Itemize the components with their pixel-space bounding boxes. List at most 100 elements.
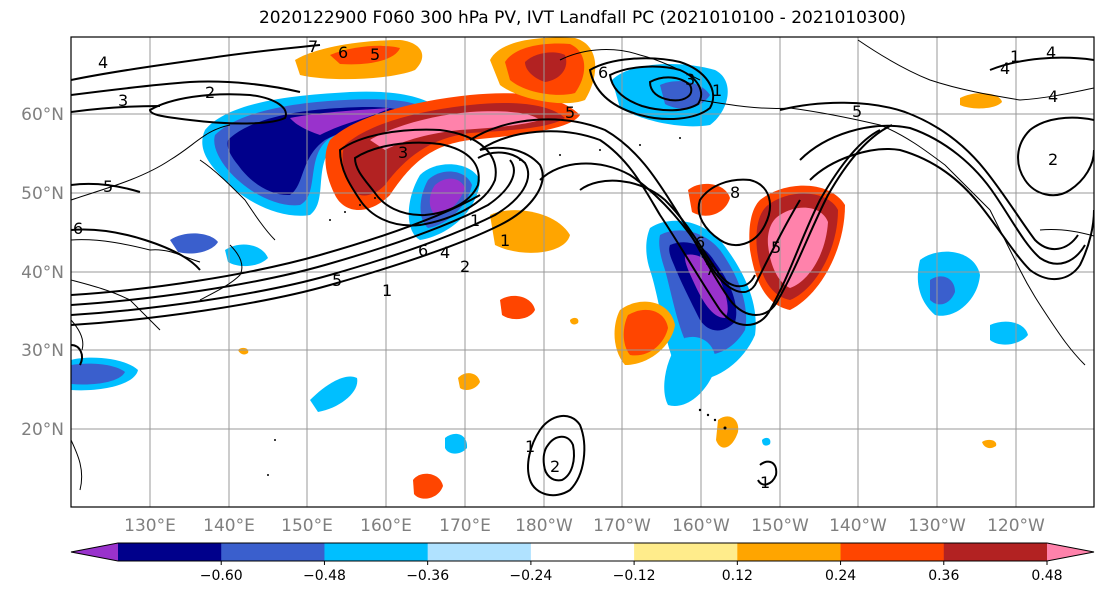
- positive-anomaly-patch: [458, 373, 480, 390]
- colorbar-tick-label: 0.48: [1031, 568, 1062, 584]
- contour-label: 5: [370, 45, 380, 64]
- contour-label: 1: [500, 231, 510, 250]
- longitude-labels: 130°E 140°E 150°E 160°E 170°E 180°W 170°…: [124, 516, 1045, 536]
- ivt-contours: [71, 44, 1094, 497]
- colorbar: −0.60 −0.48 −0.36 −0.24 −0.12 0.12 0.24 0.36 0.4…: [70, 542, 1095, 584]
- lat-label: 30°N: [21, 341, 64, 361]
- contour-label: 4: [1000, 59, 1010, 78]
- lon-label: 170°W: [593, 516, 651, 536]
- lat-label: 20°N: [21, 420, 64, 440]
- contour-label: 2: [460, 257, 470, 276]
- contour-labels: 4 3 2 7 6 5 5 6 1 3 3 1 5 5 4 4 2 8 6 7 …: [73, 37, 1058, 492]
- positive-anomaly-patch: [413, 473, 443, 499]
- latitude-labels: 60°N 50°N 40°N 30°N 20°N: [21, 105, 64, 440]
- colorbar-segment: [840, 543, 945, 561]
- map-title: 2020122900 F060 300 hPa PV, IVT Landfall…: [258, 8, 906, 28]
- negative-anomaly-patch: [310, 376, 358, 412]
- colorbar-tick-label: −0.48: [303, 568, 346, 584]
- contour-label: 2: [205, 83, 215, 102]
- negative-anomaly-patch: [445, 433, 468, 454]
- colorbar-extend-min: [71, 543, 118, 561]
- colorbar-segment: [530, 543, 635, 561]
- lon-label: 120°W: [987, 516, 1045, 536]
- colorbar-tick-label: 0.36: [928, 568, 959, 584]
- contour-label: 6: [418, 241, 428, 260]
- colorbar-segment: [634, 543, 738, 561]
- colorbar-segment: [427, 543, 532, 561]
- positive-anomaly-patch: [570, 317, 579, 325]
- negative-anomaly-patch: [990, 321, 1028, 345]
- colorbar-tick-label: 0.24: [825, 568, 856, 584]
- contour-label: 7: [308, 37, 318, 56]
- colorbar-segment: [943, 543, 1048, 561]
- lon-label: 180°W: [515, 516, 573, 536]
- contour-label: 1: [525, 437, 535, 456]
- colorbar-outline: [70, 542, 1095, 562]
- colorbar-tick-label: −0.36: [406, 568, 449, 584]
- lat-label: 60°N: [21, 105, 64, 125]
- lon-label: 140°E: [203, 516, 255, 536]
- contour-label: 2: [550, 457, 560, 476]
- contour-label: 6: [695, 233, 705, 252]
- lon-label: 140°W: [829, 516, 887, 536]
- contour-label: 6: [598, 63, 608, 82]
- negative-anomaly-patch: [762, 437, 771, 446]
- positive-anomaly-patch: [330, 45, 400, 65]
- contour-label: 4: [1046, 43, 1056, 62]
- positive-anomaly-patch: [716, 416, 739, 448]
- positive-anomaly-patch: [982, 439, 997, 449]
- contour-label: 5: [565, 103, 575, 122]
- negative-anomaly-patch: [429, 178, 465, 215]
- positive-anomaly-patch: [525, 52, 567, 82]
- contour-label: 8: [730, 183, 740, 202]
- colorbar-extend-max: [1047, 543, 1094, 561]
- colorbar-tick-label: −0.24: [509, 568, 552, 584]
- colorbar-segment: [118, 543, 222, 561]
- contour-label: 3: [398, 143, 408, 162]
- lat-label: 40°N: [21, 263, 64, 283]
- contour-label: 6: [73, 219, 83, 238]
- contour-label: 2: [1048, 150, 1058, 169]
- negative-anomaly-patch: [290, 108, 390, 135]
- contour-label: 5: [332, 271, 342, 290]
- island-dots: [267, 137, 727, 476]
- contour-label: 5: [771, 238, 781, 257]
- map-frame: [70, 36, 1095, 508]
- contour-label: 1: [382, 281, 392, 300]
- contour-label: 4: [1048, 87, 1058, 106]
- contour-label: 3: [685, 70, 695, 89]
- contour-label: 1: [470, 211, 480, 230]
- lon-label: 170°E: [439, 516, 491, 536]
- contour-label: 1: [712, 81, 722, 100]
- contour-label: 7: [705, 260, 715, 279]
- colorbar-tick-label: −0.60: [200, 568, 243, 584]
- contour-label: 5: [852, 102, 862, 121]
- contour-label: 6: [338, 43, 348, 62]
- positive-anomaly-patch: [623, 309, 668, 356]
- colorbar-segment: [737, 543, 842, 561]
- contour-label: 1: [1010, 47, 1020, 66]
- negative-anomaly-patch: [225, 244, 268, 267]
- colorbar-tick-label: −0.12: [613, 568, 656, 584]
- contour-label: 4: [98, 53, 108, 72]
- positive-anomaly-patch: [490, 210, 570, 253]
- colorbar-segment: [221, 543, 325, 561]
- lon-label: 130°W: [908, 516, 966, 536]
- negative-anomaly-patch: [664, 336, 716, 406]
- negative-anomaly-patch: [170, 233, 218, 254]
- lon-label: 160°E: [360, 516, 412, 536]
- contour-label: 4: [440, 243, 450, 262]
- negative-anomaly-patch: [71, 363, 125, 385]
- positive-anomaly-patch: [500, 295, 535, 320]
- lat-label: 50°N: [21, 184, 64, 204]
- lon-label: 150°W: [751, 516, 809, 536]
- positive-anomaly-patch: [342, 102, 565, 196]
- negative-anomaly-patch: [227, 107, 405, 196]
- colorbar-segment: [324, 543, 429, 561]
- contour-label: 1: [760, 473, 770, 492]
- contour-label: 5: [103, 177, 113, 196]
- lon-label: 150°E: [281, 516, 333, 536]
- negative-anomaly-patch: [930, 276, 955, 305]
- negative-anomaly-patch: [660, 81, 710, 109]
